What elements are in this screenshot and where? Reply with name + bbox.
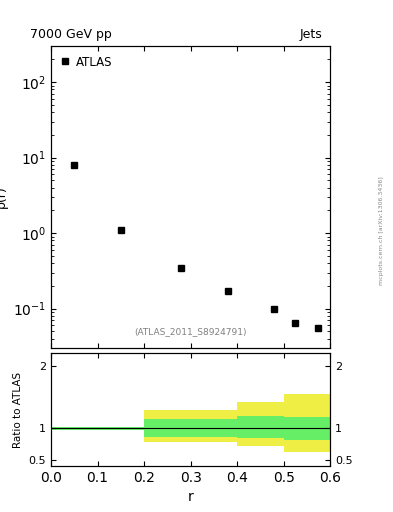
ATLAS (272, 306, 277, 312)
ATLAS (119, 227, 123, 233)
Text: Jets: Jets (299, 28, 322, 41)
Line: ATLAS: ATLAS (71, 161, 322, 332)
X-axis label: r: r (188, 490, 193, 504)
Text: (ATLAS_2011_S8924791): (ATLAS_2011_S8924791) (134, 327, 247, 336)
Text: 7000 GeV pp: 7000 GeV pp (30, 28, 112, 41)
ATLAS (316, 325, 321, 331)
ATLAS (179, 265, 184, 271)
Y-axis label: Ratio to ATLAS: Ratio to ATLAS (13, 372, 23, 447)
ATLAS (293, 319, 298, 326)
Y-axis label: ρ(r): ρ(r) (0, 186, 7, 208)
Text: mcplots.cern.ch [arXiv:1306.3436]: mcplots.cern.ch [arXiv:1306.3436] (379, 176, 384, 285)
ATLAS (72, 162, 77, 168)
Legend: ATLAS: ATLAS (57, 52, 116, 72)
ATLAS (226, 288, 230, 294)
